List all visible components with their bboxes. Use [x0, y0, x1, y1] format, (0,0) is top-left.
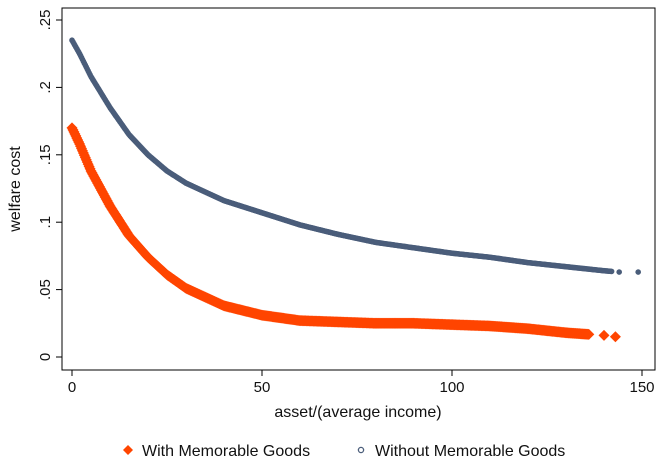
data-point [598, 329, 610, 341]
y-axis-label: welfare cost [7, 146, 24, 233]
data-layer [66, 37, 641, 343]
x-tick-label: 150 [629, 379, 654, 396]
legend-item-1: With Memorable Goods [123, 443, 310, 460]
data-point [608, 268, 615, 275]
y-tick-label: .05 [37, 279, 54, 300]
plot-frame [61, 7, 656, 371]
series-2 [69, 37, 641, 275]
data-point [583, 328, 595, 340]
axis-layer: 0 50 100 150 0 .05 .1 .15 .2 .25 [37, 10, 655, 396]
y-tick-label: .1 [37, 216, 54, 229]
y-tick-label: .15 [37, 144, 54, 165]
x-tick-label: 50 [254, 379, 271, 396]
y-tick-label: .2 [37, 81, 54, 94]
data-point [616, 269, 622, 275]
legend-label: With Memorable Goods [142, 443, 310, 460]
legend-item-2: Without Memorable Goods [357, 443, 565, 460]
data-point [609, 331, 621, 343]
series-1 [66, 122, 621, 343]
x-tick-label: 100 [439, 379, 464, 396]
data-point [635, 269, 641, 275]
legend-label: Without Memorable Goods [375, 443, 565, 460]
legend: With Memorable Goods Without Memorable Go… [123, 443, 565, 460]
x-tick-label: 0 [68, 379, 76, 396]
x-axis-label: asset/(average income) [274, 404, 441, 421]
legend-marker [357, 446, 365, 454]
y-tick-label: 0 [37, 353, 54, 361]
y-tick-label: .25 [37, 10, 54, 31]
legend-marker [123, 445, 133, 455]
